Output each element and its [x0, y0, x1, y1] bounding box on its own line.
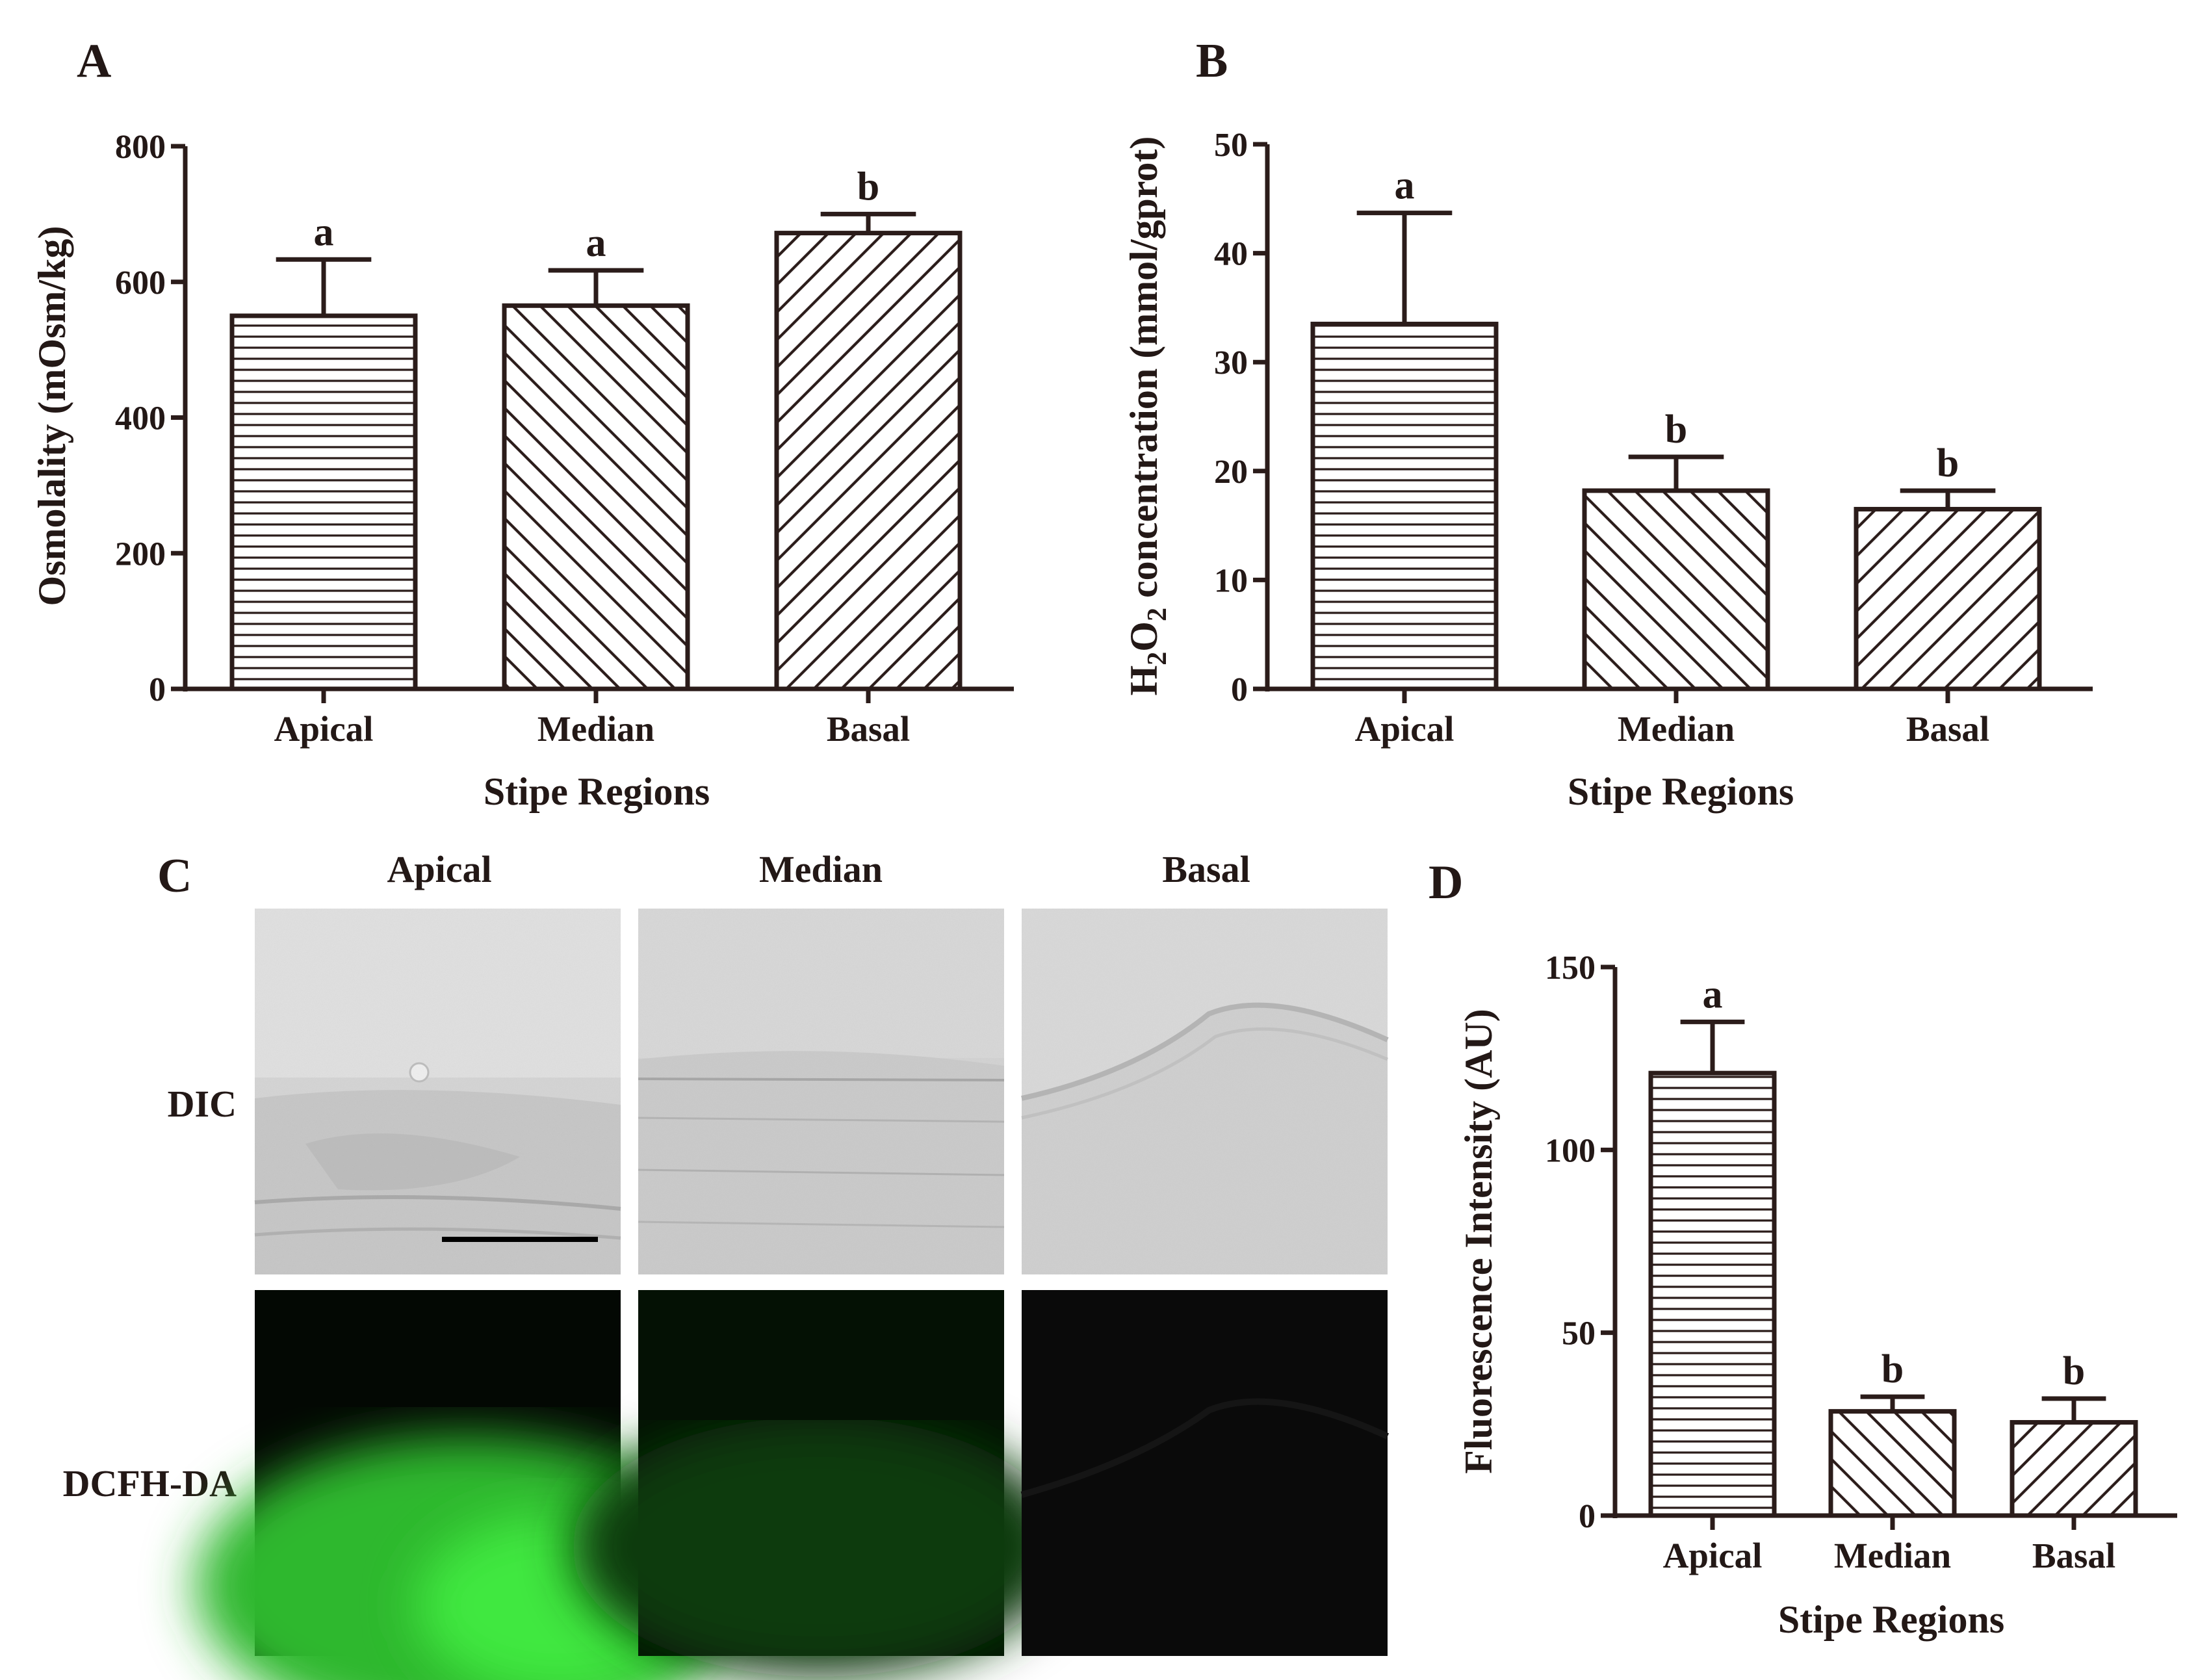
y-tick-label: 50: [1562, 1315, 1596, 1352]
significance-letter-apical: a: [1395, 164, 1415, 208]
significance-letter-basal: b: [1937, 441, 1959, 485]
y-axis-title-part: concentration (mmol/gprot): [1122, 136, 1165, 608]
y-tick-label: 40: [1214, 236, 1248, 273]
bar-median: [1582, 488, 1770, 691]
category-label-apical: Apical: [1663, 1536, 1763, 1575]
y-axis-title: Osmolality (mOsm/kg): [31, 226, 73, 606]
panel-label-c: C: [157, 849, 192, 903]
y-tick-label: 0: [1579, 1498, 1596, 1535]
dic-image-median: [638, 909, 1005, 1274]
y-tick-label: 50: [1214, 127, 1248, 164]
row-header-dcfh-da: DCFH-DA: [63, 1462, 237, 1505]
y-tick-label: 200: [115, 536, 166, 573]
bar-apical: [1648, 1070, 1777, 1518]
category-label-median: Median: [537, 709, 654, 749]
y-axis-title-part: O: [1122, 621, 1165, 652]
bar-basal: [774, 231, 963, 691]
panel-label-d: D: [1429, 856, 1463, 909]
chart-osmolality: 0 200 400 600 800 a Apical a Median b Basal Stipe R…: [31, 129, 1014, 813]
significance-letter-median: b: [1881, 1347, 1904, 1391]
category-label-basal: Basal: [827, 709, 910, 749]
y-tick-label: 600: [115, 265, 166, 302]
y-axis-title-part: H: [1122, 666, 1165, 696]
y-tick-label: 800: [115, 129, 166, 166]
y-tick-label: 100: [1545, 1132, 1596, 1169]
y-axis-title-part: 2: [1143, 652, 1172, 666]
dcfh-image-basal: [1020, 1290, 1390, 1656]
panel-label-a: A: [77, 34, 111, 88]
y-axis-title: H2O2 concentration (mmol/gprot): [1122, 136, 1172, 696]
panel-label-b: B: [1196, 34, 1228, 88]
x-axis-title: Stipe Regions: [1778, 1598, 2004, 1641]
dic-image-basal: [1021, 909, 1389, 1274]
y-axis-title-part: 2: [1143, 608, 1172, 621]
y-axis-title: Fluorescence Intensity (AU): [1457, 1009, 1500, 1473]
y-tick-label: 20: [1214, 454, 1248, 491]
category-label-basal: Basal: [2032, 1536, 2115, 1575]
y-tick-label: 150: [1545, 950, 1596, 987]
category-label-median: Median: [1834, 1536, 1951, 1575]
significance-letter-apical: a: [1703, 972, 1723, 1016]
y-tick-label: 400: [115, 400, 166, 437]
significance-letter-basal: b: [857, 164, 879, 209]
category-label-apical: Apical: [1355, 709, 1455, 749]
significance-letter-apical: a: [314, 210, 334, 254]
bar-basal: [1854, 506, 2042, 691]
bar-median: [502, 303, 690, 691]
x-axis-title: Stipe Regions: [484, 770, 710, 813]
category-label-median: Median: [1618, 709, 1735, 749]
dcfh-image-median: [572, 1290, 1066, 1677]
row-header-dic: DIC: [168, 1083, 237, 1125]
dic-image-apical: [254, 909, 621, 1274]
column-header-median: Median: [759, 848, 883, 890]
chart-h2o2-concentration: 0 10 20 30 40 50 a Apical b Median b Basal Stipe Reg…: [1122, 127, 2093, 813]
significance-letter-median: b: [1665, 407, 1687, 452]
column-header-apical: Apical: [387, 848, 491, 890]
y-tick-label: 0: [149, 671, 166, 708]
bar-basal: [2010, 1420, 2138, 1518]
bar-apical: [229, 313, 418, 691]
chart-fluorescence-intensity: 0 50 100 150 a Apical b Median b Basal Stipe Regio…: [1457, 950, 2177, 1641]
category-label-basal: Basal: [1906, 709, 1989, 749]
significance-letter-median: a: [586, 221, 606, 265]
bar-apical: [1310, 322, 1499, 691]
bar-median: [1828, 1409, 1957, 1518]
y-tick-label: 30: [1214, 344, 1248, 381]
category-label-apical: Apical: [274, 709, 374, 749]
y-tick-label: 10: [1214, 562, 1248, 599]
micrograph-grid: Apical Median Basal DIC DCFH-DA: [63, 848, 1390, 1680]
x-axis-title: Stipe Regions: [1568, 770, 1794, 813]
column-header-basal: Basal: [1162, 848, 1250, 890]
y-tick-label: 0: [1231, 671, 1248, 708]
significance-letter-basal: b: [2063, 1349, 2085, 1393]
